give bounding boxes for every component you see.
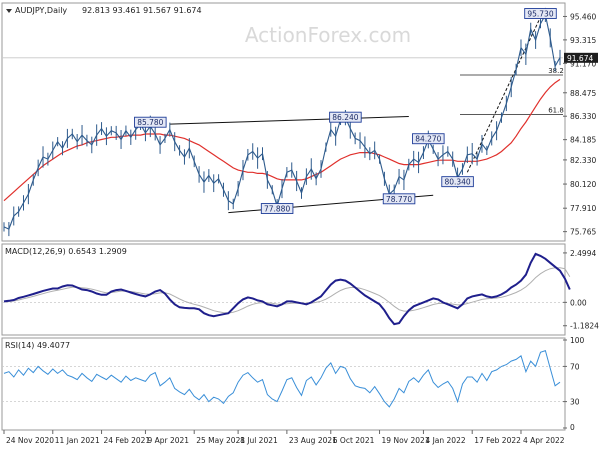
annotation-label: 77.880 <box>264 205 290 214</box>
current-price-label: 91.674 <box>567 54 593 63</box>
price-annotation: 77.880 <box>260 203 294 214</box>
ohlc-values: 92.813 93.461 91.567 91.674 <box>82 6 202 15</box>
y-tick-label: 82.330 <box>570 156 596 165</box>
macd-title: MACD(12,26,9) 0.6543 1.2909 <box>5 247 127 256</box>
y-tick-label: 0.00 <box>570 298 587 307</box>
x-tick-label: 17 Feb 2022 <box>474 436 521 445</box>
current-price-tag: 91.674 <box>564 52 598 63</box>
price-layer <box>3 7 561 237</box>
x-tick-label: 23 Aug 2021 <box>289 436 337 445</box>
price-annotation: 95.730 <box>524 8 557 19</box>
y-tick-label: 2.4994 <box>570 249 596 258</box>
y-tick-label: 0 <box>570 423 575 432</box>
x-tick-label: 8 Jul 2021 <box>240 436 278 445</box>
y-tick-label: 77.910 <box>570 204 596 213</box>
watermark-text: ActionForex.com <box>245 23 411 47</box>
macd-y-axis: 2.4994 0.00 -1.1824 <box>563 249 599 331</box>
x-tick-label: 9 Apr 2021 <box>147 436 189 445</box>
rsi-line <box>3 349 561 408</box>
annotation-box <box>329 111 362 123</box>
price-annotation: 78.770 <box>382 193 416 205</box>
annotation-box <box>441 176 474 188</box>
price-annotation: 86.240 <box>329 111 362 123</box>
x-tick-label: 4 Apr 2022 <box>523 436 565 445</box>
main-title: AUDJPY,Daily 92.813 93.461 91.567 91.674 <box>6 6 202 15</box>
y-tick-label: 30 <box>570 398 580 407</box>
rsi-title: RSI(14) 49.4077 <box>5 341 70 350</box>
x-tick-label: 19 Nov 2021 <box>382 436 430 445</box>
main-y-axis: 95.460 93.315 91.170 88.475 86.330 84.185 82.3… <box>563 12 598 237</box>
x-tick-label: 24 Nov 2020 <box>6 436 54 445</box>
rsi-layer <box>3 349 561 408</box>
y-tick-label: -1.1824 <box>570 322 599 331</box>
fib-level-label: 61.8 <box>548 106 564 114</box>
y-tick-label: 100 <box>570 336 585 345</box>
dropdown-triangle-icon[interactable] <box>6 9 12 13</box>
macd-layer <box>3 252 571 326</box>
x-tick-label: 4 Jan 2022 <box>425 436 465 445</box>
rsi-grid <box>2 365 563 403</box>
y-tick-label: 91.170 <box>570 59 596 68</box>
annotation-box <box>260 203 294 214</box>
annotation-box <box>382 193 416 205</box>
price-annotation: 85.780 <box>134 116 167 128</box>
rsi-panel-frame <box>1 337 566 431</box>
x-tick-label: 11 Jan 2021 <box>55 436 100 445</box>
annotation-label: 84.270 <box>415 135 441 144</box>
y-tick-label: 80.120 <box>570 180 596 189</box>
fib-lines: 38.2 61.8 <box>460 67 564 115</box>
x-tick-label: 6 Oct 2021 <box>333 436 375 445</box>
macd-line <box>3 252 571 326</box>
x-tick-label: 24 Feb 2021 <box>104 436 151 445</box>
y-tick-label: 86.330 <box>570 112 596 121</box>
main-panel-frame <box>1 2 566 242</box>
price-annotation: 80.340 <box>441 176 474 188</box>
y-tick-label: 75.765 <box>570 228 596 237</box>
annotation-box <box>134 116 167 128</box>
annotation-layer: 85.780 86.240 77.880 78.770 84.270 80.340 95.7… <box>134 8 557 214</box>
annotation-label: 78.770 <box>386 195 412 204</box>
macd-signal-line <box>3 267 571 314</box>
y-tick-label: 70 <box>570 362 580 371</box>
y-tick-label: 88.475 <box>570 89 596 98</box>
macd-panel-frame <box>1 243 566 336</box>
x-tick-label: 25 May 2021 <box>196 436 245 445</box>
y-tick-label: 93.315 <box>570 36 596 45</box>
y-tick-label: 84.185 <box>570 136 596 145</box>
price-annotation: 84.270 <box>412 133 445 145</box>
annotation-label: 95.730 <box>527 10 553 19</box>
annotation-label: 80.340 <box>444 178 470 187</box>
annotation-box <box>412 133 445 145</box>
symbol-title: AUDJPY,Daily <box>15 6 67 15</box>
annotation-box <box>524 8 557 19</box>
annotation-label: 86.240 <box>332 113 358 122</box>
annotation-label: 85.780 <box>137 118 163 127</box>
fib-level-label: 38.2 <box>548 67 564 75</box>
current-price-bg <box>564 52 598 63</box>
rsi-y-axis: 100 70 30 0 <box>563 336 585 432</box>
trendline-upper-channel <box>169 116 409 125</box>
y-tick-label: 95.460 <box>570 12 596 21</box>
